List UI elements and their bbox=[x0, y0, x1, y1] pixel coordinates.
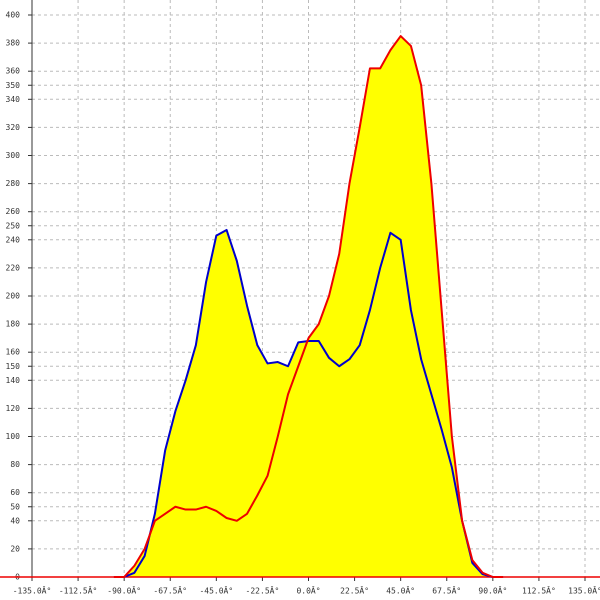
y-tick-label: 40 bbox=[10, 516, 20, 525]
x-tick-label: 67.5Â° bbox=[432, 585, 461, 596]
y-tick-label: 150 bbox=[6, 362, 21, 371]
y-tick-label: 140 bbox=[6, 376, 21, 385]
y-tick-label: 60 bbox=[10, 488, 20, 497]
y-tick-label: 200 bbox=[6, 292, 21, 301]
x-tick-label: -90.0Â° bbox=[107, 585, 141, 596]
x-tick-label: 90.0Â° bbox=[478, 585, 507, 596]
x-tick-label: -22.5Â° bbox=[246, 585, 280, 596]
y-tick-label: 160 bbox=[6, 348, 21, 357]
y-tick-label: 350 bbox=[6, 81, 21, 90]
line bbox=[113, 35, 504, 578]
y-tick-label: 240 bbox=[6, 235, 21, 244]
y-tick-label: 400 bbox=[6, 11, 21, 20]
y-tick-label: 100 bbox=[6, 432, 21, 441]
y-tick-label: 380 bbox=[6, 39, 21, 48]
y-tick-label: 360 bbox=[6, 67, 21, 76]
x-tick-label: 45.0Â° bbox=[386, 585, 415, 596]
y-tick-label: 180 bbox=[6, 320, 21, 329]
y-tick-label: 340 bbox=[6, 95, 21, 104]
y-tick-label: 50 bbox=[10, 502, 20, 511]
y-tick-label: 260 bbox=[6, 207, 21, 216]
y-tick-label: 250 bbox=[6, 221, 21, 230]
x-tick-label: -67.5Â° bbox=[153, 585, 187, 596]
x-tick-label: 0.0Â° bbox=[296, 585, 320, 596]
y-tick-label: 300 bbox=[6, 151, 21, 160]
x-tick-label: 22.5Â° bbox=[340, 585, 369, 596]
area bbox=[113, 36, 504, 577]
y-tick-label: 220 bbox=[6, 263, 21, 272]
x-tick-label: 112.5Â° bbox=[522, 585, 556, 596]
y-tick-label: 320 bbox=[6, 123, 21, 132]
x-tick-label: 135.0Â° bbox=[568, 585, 600, 596]
x-tick-label: -112.5Â° bbox=[59, 585, 98, 596]
y-tick-label: 80 bbox=[10, 460, 20, 469]
y-tick-label: 20 bbox=[10, 544, 20, 553]
y-tick-label: 120 bbox=[6, 404, 21, 413]
y-tick-label: 280 bbox=[6, 179, 21, 188]
x-tick-label: -135.0Â° bbox=[13, 585, 52, 596]
x-tick-label: -45.0Â° bbox=[199, 585, 233, 596]
